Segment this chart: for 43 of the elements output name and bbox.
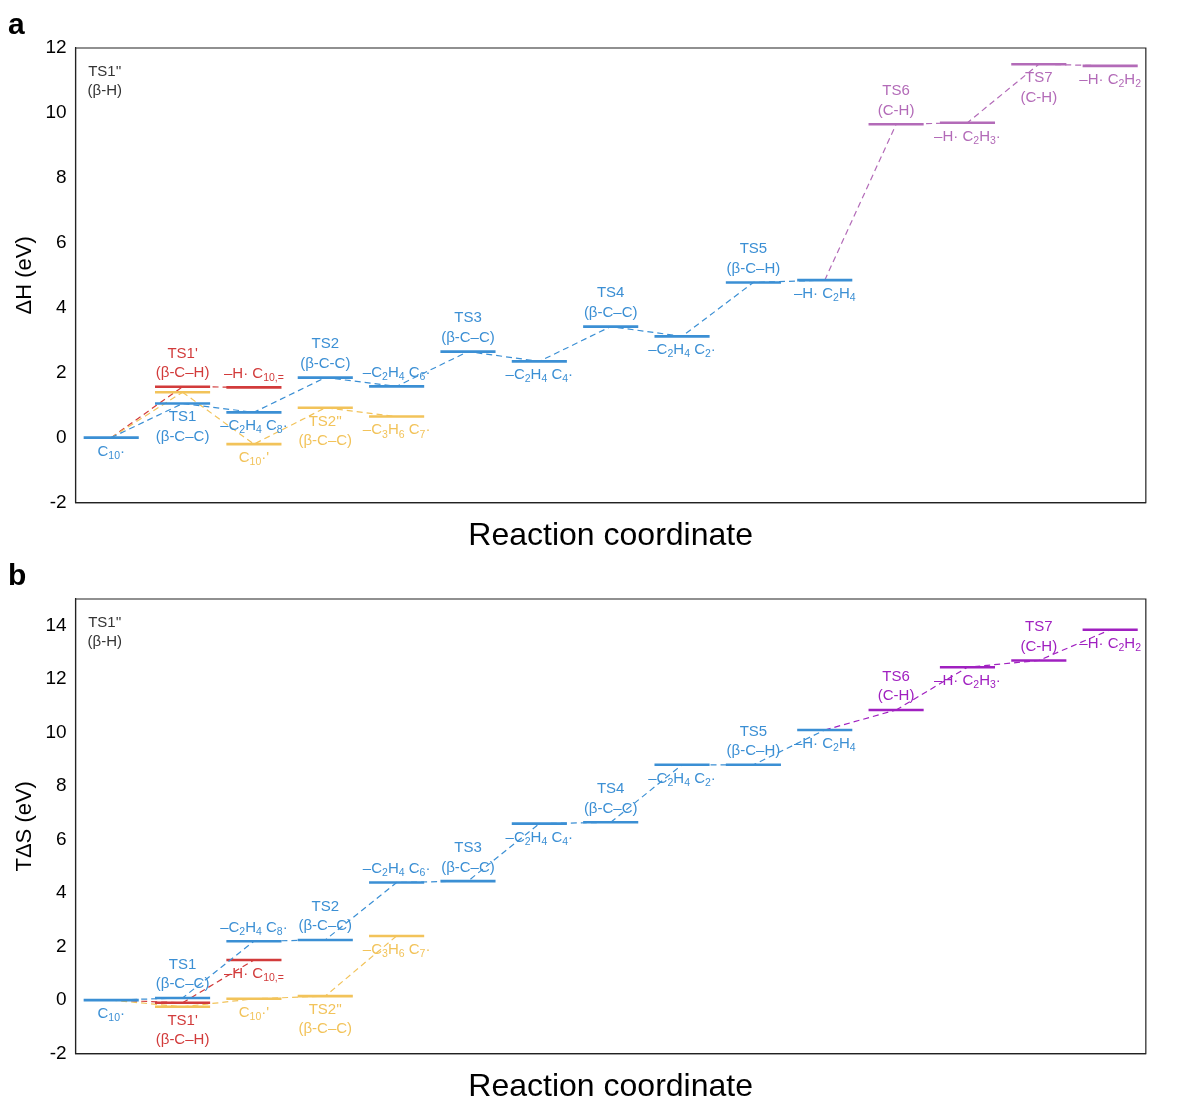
y-tick-label: 8	[55, 774, 67, 796]
annotation: TS6 (C-H)	[877, 81, 915, 118]
annotation: TS2'' (β-C–C)	[298, 411, 353, 449]
chart-title: b	[8, 558, 27, 592]
x-axis-title: Reaction coordinate	[468, 515, 753, 552]
y-axis-title: TΔS (eV)	[11, 781, 37, 872]
y-tick-label: 4	[55, 881, 67, 903]
y-tick-label: 14	[45, 613, 67, 635]
annotation: TS3 (β-C–C)	[441, 308, 495, 345]
y-tick-label: 12	[45, 36, 67, 58]
y-tick-label: 6	[55, 231, 67, 253]
annotation: TS1 (β-C–C)	[155, 954, 210, 992]
annotation: TS4 (β-C–C)	[583, 779, 638, 816]
y-tick-label: 10	[45, 720, 67, 742]
y-tick-label: -2	[49, 490, 67, 512]
annotation: TS4 (β-C–C)	[583, 283, 638, 320]
y-axis-title: ΔH (eV)	[11, 236, 37, 315]
y-tick-label: 4	[55, 296, 67, 318]
y-tick-label: 0	[55, 988, 67, 1010]
annotation: TS1' (β-C–H)	[155, 1010, 210, 1048]
annotation: TS1' (β-C–H)	[155, 343, 210, 381]
y-tick-label: 6	[55, 827, 67, 849]
y-tick-label: 8	[55, 166, 67, 188]
annotation: TS5 (β-C–H)	[726, 721, 781, 759]
annotation: TS5 (β-C–H)	[726, 239, 781, 276]
y-tick-label: 2	[55, 934, 67, 956]
annotation: TS2'' (β-C–C)	[298, 1000, 353, 1037]
x-axis-title: Reaction coordinate	[468, 1066, 753, 1103]
annotation: TS6 (C-H)	[877, 666, 915, 704]
y-tick-label: 10	[45, 101, 67, 123]
annotation: TS3 (β-C–C)	[441, 838, 495, 875]
annotation: TS1'' (β-H)	[87, 61, 122, 99]
annotation: TS7 (C-H)	[1020, 617, 1058, 654]
y-tick-label: -2	[49, 1041, 67, 1063]
y-tick-label: 0	[55, 425, 67, 447]
annotation: TS2 (β-C–C)	[298, 896, 353, 934]
annotation: TS7 (C-H)	[1020, 68, 1058, 105]
annotation: TS1 (β-C–C)	[155, 407, 210, 444]
y-tick-label: 2	[55, 360, 67, 382]
chart-title: a	[8, 7, 25, 41]
annotation: TS2 (β-C-C)	[300, 334, 351, 371]
y-tick-label: 12	[45, 667, 67, 689]
annotation: TS1'' (β-H)	[87, 612, 122, 650]
